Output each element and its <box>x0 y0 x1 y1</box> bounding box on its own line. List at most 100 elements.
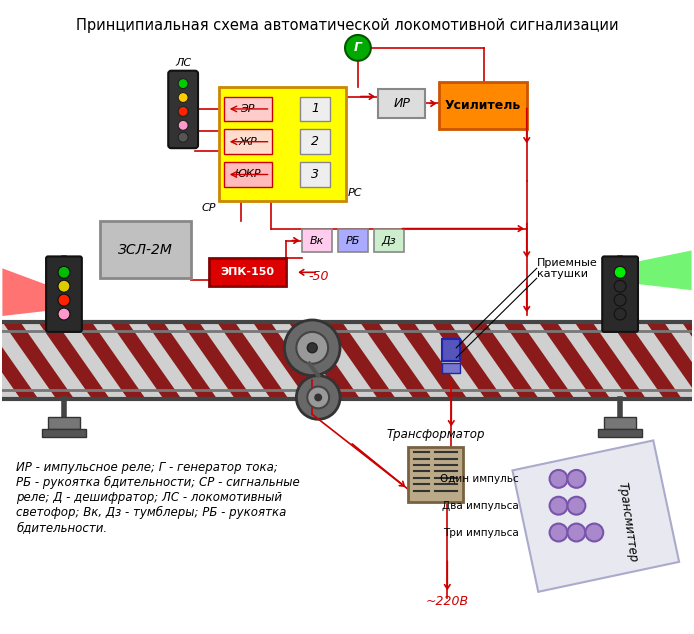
Bar <box>338 229 368 252</box>
Polygon shape <box>646 322 694 399</box>
Polygon shape <box>539 322 611 399</box>
Polygon shape <box>604 250 692 290</box>
Circle shape <box>178 107 188 117</box>
Circle shape <box>178 133 188 142</box>
Text: Приемные
катушки: Приемные катушки <box>536 257 598 279</box>
Circle shape <box>614 266 626 278</box>
Text: Принципиальная схема автоматической локомотивной сигнализации: Принципиальная схема автоматической локо… <box>76 18 618 33</box>
Circle shape <box>614 294 626 306</box>
Text: Усилитель: Усилитель <box>445 99 521 112</box>
Text: Трансмиттер: Трансмиттер <box>616 481 640 564</box>
Bar <box>374 229 404 252</box>
Circle shape <box>58 280 70 292</box>
Polygon shape <box>467 322 539 399</box>
Circle shape <box>550 497 568 515</box>
Bar <box>219 87 346 201</box>
Circle shape <box>178 120 188 131</box>
Polygon shape <box>432 322 504 399</box>
Circle shape <box>550 470 568 488</box>
Polygon shape <box>360 322 432 399</box>
Bar <box>604 417 636 429</box>
Text: 2: 2 <box>311 135 319 148</box>
Bar <box>100 221 191 278</box>
Bar <box>512 441 679 592</box>
Bar <box>2 322 692 399</box>
Circle shape <box>285 320 340 375</box>
Text: ЖР: ЖР <box>238 137 257 146</box>
Bar <box>442 363 460 373</box>
Circle shape <box>307 343 317 353</box>
Bar <box>598 429 642 437</box>
Polygon shape <box>110 322 182 399</box>
FancyBboxPatch shape <box>46 256 82 332</box>
Bar <box>42 429 86 437</box>
Circle shape <box>178 79 188 89</box>
Polygon shape <box>38 322 110 399</box>
Circle shape <box>58 294 70 306</box>
Bar <box>301 162 330 187</box>
Polygon shape <box>324 322 396 399</box>
Text: ЗСЛ-2М: ЗСЛ-2М <box>118 242 173 257</box>
Bar <box>224 96 271 121</box>
Polygon shape <box>146 322 217 399</box>
Text: 1: 1 <box>311 103 319 115</box>
Polygon shape <box>217 322 289 399</box>
Polygon shape <box>74 322 146 399</box>
Bar <box>301 96 330 121</box>
FancyBboxPatch shape <box>168 71 198 148</box>
FancyBboxPatch shape <box>602 256 638 332</box>
Text: 3: 3 <box>311 168 319 181</box>
Circle shape <box>58 308 70 320</box>
Text: Один импульс: Один импульс <box>440 474 519 484</box>
Circle shape <box>568 470 585 488</box>
Circle shape <box>296 332 328 364</box>
Text: Два импульса: Два импульса <box>442 501 519 511</box>
Polygon shape <box>575 322 647 399</box>
Text: ИР - импульсное реле; Г - генератор тока;
РБ - рукоятка бдительности; СР - сигна: ИР - импульсное реле; Г - генератор тока… <box>16 461 300 534</box>
Text: Трансформатор: Трансформатор <box>386 428 484 441</box>
Bar <box>209 259 287 286</box>
Bar <box>378 89 425 119</box>
Text: Г: Г <box>354 41 362 55</box>
Circle shape <box>307 387 329 408</box>
Polygon shape <box>2 322 74 399</box>
Circle shape <box>58 266 70 278</box>
Text: ЮКР: ЮКР <box>235 169 261 179</box>
Text: СР: СР <box>202 203 217 213</box>
Bar <box>301 129 330 154</box>
Text: -50: -50 <box>308 270 328 283</box>
Bar <box>224 129 271 154</box>
Text: ~220В: ~220В <box>425 595 469 607</box>
Text: РС: РС <box>348 188 362 198</box>
Text: Д: Д <box>244 134 263 153</box>
Polygon shape <box>682 322 694 399</box>
Text: ИР: ИР <box>393 97 410 110</box>
Bar <box>303 229 332 252</box>
Circle shape <box>296 375 340 419</box>
Text: ЛС: ЛС <box>175 58 192 68</box>
Polygon shape <box>253 322 325 399</box>
Polygon shape <box>289 322 360 399</box>
Circle shape <box>614 280 626 292</box>
Circle shape <box>550 524 568 541</box>
Circle shape <box>614 308 626 320</box>
Bar <box>407 447 463 501</box>
Circle shape <box>568 524 585 541</box>
Text: ЭПК-150: ЭПК-150 <box>221 268 275 277</box>
Polygon shape <box>0 322 3 399</box>
Bar <box>442 339 460 361</box>
Circle shape <box>585 524 603 541</box>
Circle shape <box>178 93 188 103</box>
Polygon shape <box>610 322 682 399</box>
Circle shape <box>314 394 322 401</box>
Polygon shape <box>503 322 575 399</box>
Circle shape <box>568 497 585 515</box>
Text: ЭР: ЭР <box>240 104 255 114</box>
Bar <box>224 162 271 187</box>
Bar <box>48 417 80 429</box>
Bar <box>439 82 527 129</box>
Circle shape <box>345 35 371 61</box>
Polygon shape <box>181 322 253 399</box>
Polygon shape <box>396 322 468 399</box>
Polygon shape <box>0 322 39 399</box>
